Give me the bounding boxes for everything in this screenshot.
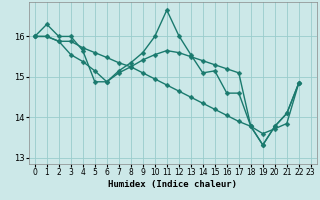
X-axis label: Humidex (Indice chaleur): Humidex (Indice chaleur): [108, 180, 237, 189]
